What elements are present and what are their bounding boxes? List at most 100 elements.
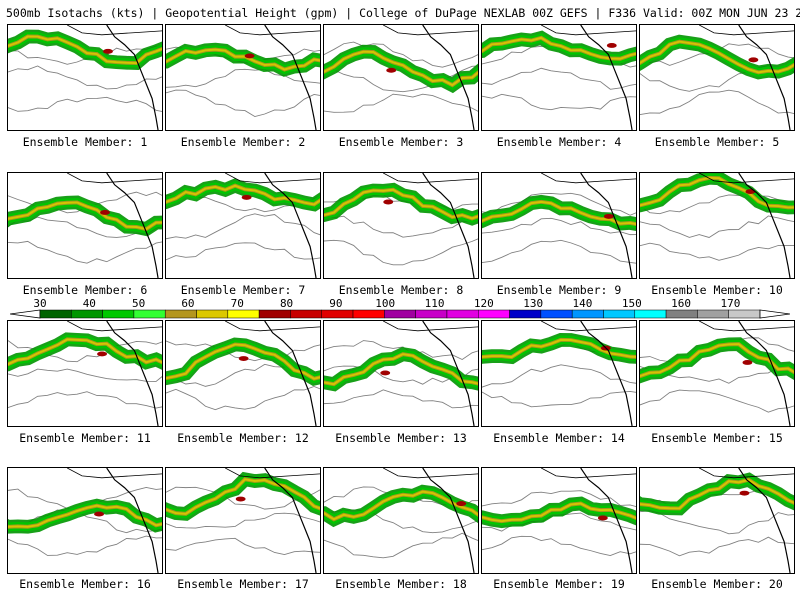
political-border xyxy=(541,25,636,36)
height-contour xyxy=(166,512,320,529)
political-border xyxy=(67,321,162,332)
map-plot xyxy=(640,468,794,573)
jet-max xyxy=(739,490,750,496)
map-plot xyxy=(640,173,794,278)
coastline xyxy=(738,321,791,426)
ensemble-member-label: Ensemble Member: 17 xyxy=(177,577,309,591)
ensemble-member-map xyxy=(323,467,479,574)
coastline xyxy=(580,173,633,278)
ensemble-member-map xyxy=(481,172,637,279)
political-border xyxy=(541,468,636,479)
map-plot xyxy=(324,321,478,426)
ensemble-member-label: Ensemble Member: 3 xyxy=(338,135,464,149)
height-contour xyxy=(8,96,162,112)
coastline xyxy=(580,321,633,426)
ensemble-member-map xyxy=(639,467,795,574)
ensemble-member-label: Ensemble Member: 18 xyxy=(335,577,467,591)
colorbar-tick-label: 30 xyxy=(33,298,46,310)
political-border xyxy=(699,173,794,184)
height-contour xyxy=(640,389,794,413)
coastline xyxy=(264,173,317,278)
colorbar-swatch xyxy=(697,309,729,319)
jet-max xyxy=(383,199,394,205)
height-contour xyxy=(324,389,478,409)
ensemble-member-map xyxy=(7,320,163,427)
ensemble-member-map xyxy=(323,172,479,279)
colorbar-left-arrow xyxy=(9,309,41,319)
jet-max xyxy=(456,501,467,507)
height-contour xyxy=(482,192,636,216)
ensemble-member-map xyxy=(323,24,479,131)
height-contour xyxy=(166,89,320,118)
coastline xyxy=(106,25,159,130)
ensemble-member-label: Ensemble Member: 8 xyxy=(338,283,464,297)
height-contour xyxy=(324,93,478,113)
jet-max xyxy=(742,360,753,365)
jet-max xyxy=(97,351,107,357)
coastline xyxy=(422,25,475,130)
ensemble-member-map xyxy=(323,320,479,427)
colorbar-swatch xyxy=(665,309,698,319)
map-plot xyxy=(482,173,636,278)
height-contour xyxy=(8,391,162,409)
colorbar-tick-label: 150 xyxy=(622,298,642,310)
ensemble-member-label: Ensemble Member: 15 xyxy=(651,431,783,445)
political-border xyxy=(225,468,320,479)
jet-max xyxy=(597,515,608,521)
height-contour xyxy=(640,536,794,557)
colorbar-graphic: 30 40 50 60 70 80 90 100 110 120 130 140 150 160 170 xyxy=(9,297,791,319)
ensemble-member-label: Ensemble Member: 16 xyxy=(19,577,151,591)
coastline xyxy=(422,321,475,426)
jet-max xyxy=(100,210,110,215)
colorbar-tick-label: 140 xyxy=(573,298,593,310)
height-contour xyxy=(166,242,320,261)
isotach-band xyxy=(482,502,636,523)
jet-max xyxy=(241,194,252,200)
colorbar-tick-label: 130 xyxy=(523,298,543,310)
isotach-band xyxy=(8,201,162,231)
colorbar-swatch xyxy=(133,309,166,319)
height-contour xyxy=(324,532,478,559)
isotach-band xyxy=(482,36,636,60)
colorbar-tick-label: 50 xyxy=(132,298,145,310)
ensemble-member-map xyxy=(165,24,321,131)
colorbar-swatch xyxy=(728,309,761,319)
colorbar-swatch xyxy=(634,309,667,319)
ensemble-member-map xyxy=(165,172,321,279)
colorbar-swatch xyxy=(352,309,385,319)
jet-max xyxy=(606,43,617,48)
map-plot xyxy=(482,25,636,130)
ensemble-member-map xyxy=(639,320,795,427)
political-border xyxy=(541,173,636,184)
coastline xyxy=(106,468,159,573)
jet-max xyxy=(748,57,759,63)
colorbar-swatch xyxy=(540,309,573,319)
height-contour xyxy=(324,41,478,68)
isotach-band xyxy=(166,478,320,515)
ensemble-member-label: Ensemble Member: 9 xyxy=(496,283,622,297)
map-plot xyxy=(166,173,320,278)
isotach-band xyxy=(324,50,478,87)
map-plot xyxy=(324,25,478,130)
map-plot xyxy=(166,321,320,426)
map-plot xyxy=(324,173,478,278)
colorbar-tick-label: 80 xyxy=(280,298,293,310)
map-plot xyxy=(8,321,162,426)
isotach-band xyxy=(640,40,794,74)
political-border xyxy=(699,321,794,332)
colorbar-swatch xyxy=(102,309,135,319)
political-border xyxy=(383,321,478,332)
coastline xyxy=(422,173,475,278)
ensemble-member-label: Ensemble Member: 19 xyxy=(493,577,625,591)
map-plot xyxy=(640,321,794,426)
ensemble-member-label: Ensemble Member: 2 xyxy=(180,135,306,149)
height-contour xyxy=(166,68,320,88)
political-border xyxy=(383,468,478,479)
height-contour xyxy=(8,535,162,556)
colorbar-tick-label: 120 xyxy=(474,298,494,310)
colorbar-tick-label: 70 xyxy=(231,298,244,310)
colorbar-swatch xyxy=(39,309,72,319)
jet-max xyxy=(603,213,614,219)
isotach-band xyxy=(482,200,636,226)
ensemble-member-map xyxy=(7,172,163,279)
